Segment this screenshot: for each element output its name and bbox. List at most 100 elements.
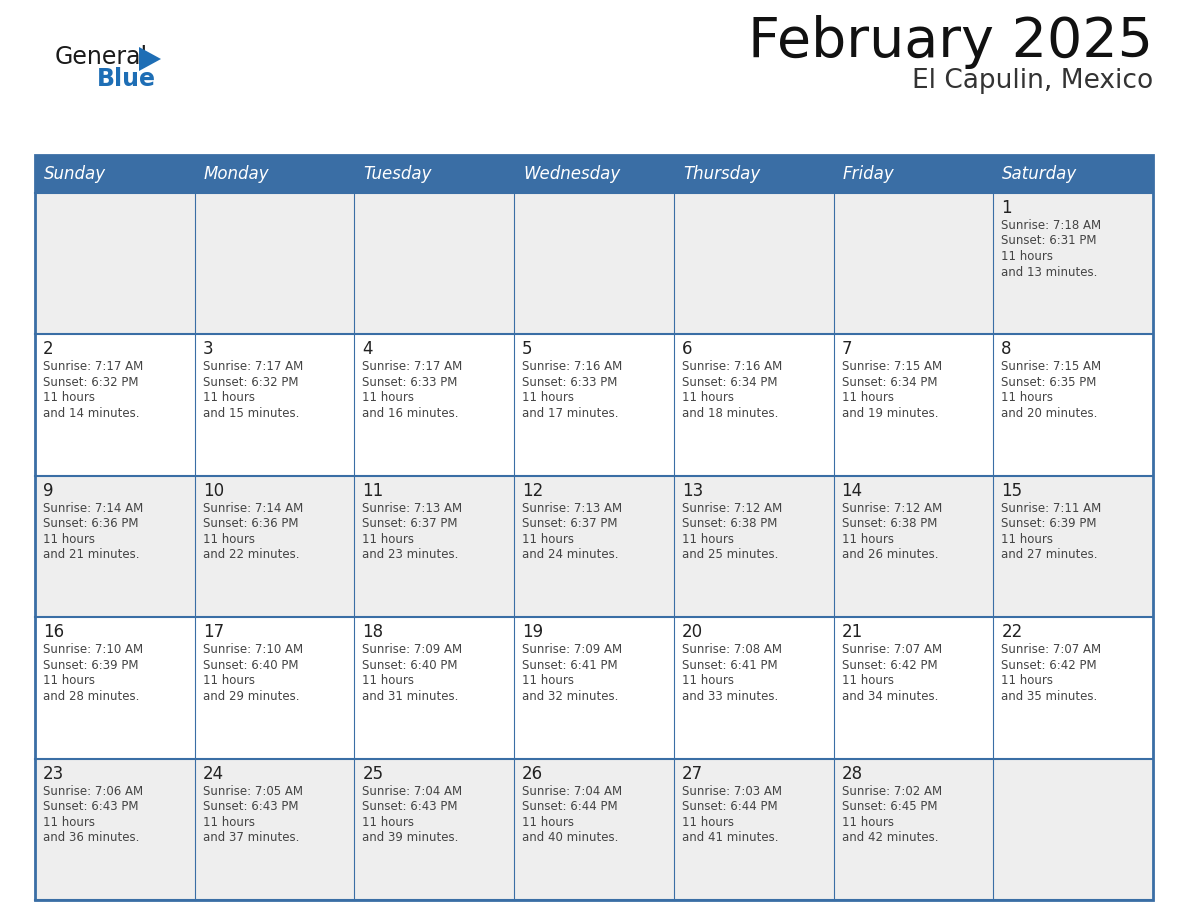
Text: Sunset: 6:39 PM: Sunset: 6:39 PM (43, 659, 139, 672)
Text: Sunset: 6:45 PM: Sunset: 6:45 PM (841, 800, 937, 813)
Text: Sunrise: 7:16 AM: Sunrise: 7:16 AM (523, 361, 623, 374)
Text: Sunrise: 7:06 AM: Sunrise: 7:06 AM (43, 785, 143, 798)
Text: and 36 minutes.: and 36 minutes. (43, 831, 139, 844)
Bar (195, 334, 354, 476)
Text: Sunset: 6:40 PM: Sunset: 6:40 PM (203, 659, 298, 672)
Bar (993, 476, 1154, 617)
Text: Sunrise: 7:13 AM: Sunrise: 7:13 AM (523, 502, 623, 515)
Text: Sunrise: 7:14 AM: Sunrise: 7:14 AM (203, 502, 303, 515)
Text: Sunrise: 7:05 AM: Sunrise: 7:05 AM (203, 785, 303, 798)
Text: Sunset: 6:34 PM: Sunset: 6:34 PM (682, 375, 777, 389)
Text: and 32 minutes.: and 32 minutes. (523, 689, 619, 702)
Text: 9: 9 (43, 482, 53, 499)
Text: and 15 minutes.: and 15 minutes. (203, 407, 299, 420)
Text: 18: 18 (362, 623, 384, 641)
Text: and 25 minutes.: and 25 minutes. (682, 548, 778, 561)
Text: 7: 7 (841, 341, 852, 358)
Text: and 14 minutes.: and 14 minutes. (43, 407, 139, 420)
Text: 11 hours: 11 hours (841, 391, 893, 405)
Text: General: General (55, 45, 148, 69)
Text: 15: 15 (1001, 482, 1023, 499)
Text: Sunrise: 7:13 AM: Sunrise: 7:13 AM (362, 502, 462, 515)
Bar (993, 334, 1154, 476)
Text: Sunset: 6:36 PM: Sunset: 6:36 PM (43, 518, 139, 531)
Text: and 18 minutes.: and 18 minutes. (682, 407, 778, 420)
Text: 11 hours: 11 hours (682, 815, 734, 829)
Text: Sunrise: 7:09 AM: Sunrise: 7:09 AM (523, 644, 623, 656)
Bar (34, 334, 195, 476)
Bar (514, 334, 674, 476)
Text: Monday: Monday (203, 165, 270, 183)
Text: and 13 minutes.: and 13 minutes. (1001, 265, 1098, 278)
Text: 16: 16 (43, 623, 64, 641)
Text: and 33 minutes.: and 33 minutes. (682, 689, 778, 702)
Bar (834, 193, 993, 334)
Text: and 31 minutes.: and 31 minutes. (362, 689, 459, 702)
Text: Thursday: Thursday (683, 165, 760, 183)
Bar (514, 476, 674, 617)
Text: and 23 minutes.: and 23 minutes. (362, 548, 459, 561)
Bar (34, 155, 1154, 900)
Text: Sunrise: 7:07 AM: Sunrise: 7:07 AM (1001, 644, 1101, 656)
Text: Sunrise: 7:12 AM: Sunrise: 7:12 AM (841, 502, 942, 515)
Text: and 37 minutes.: and 37 minutes. (203, 831, 299, 844)
Text: 11 hours: 11 hours (841, 532, 893, 546)
Text: Sunset: 6:37 PM: Sunset: 6:37 PM (523, 518, 618, 531)
Text: Saturday: Saturday (1003, 165, 1078, 183)
Bar (354, 617, 514, 758)
Text: Sunrise: 7:16 AM: Sunrise: 7:16 AM (682, 361, 782, 374)
Text: Blue: Blue (97, 67, 156, 91)
Text: Sunrise: 7:08 AM: Sunrise: 7:08 AM (682, 644, 782, 656)
Text: 11 hours: 11 hours (1001, 391, 1054, 405)
Bar (834, 476, 993, 617)
Text: Sunset: 6:35 PM: Sunset: 6:35 PM (1001, 375, 1097, 389)
Text: Sunrise: 7:10 AM: Sunrise: 7:10 AM (43, 644, 143, 656)
Text: Sunset: 6:40 PM: Sunset: 6:40 PM (362, 659, 457, 672)
Text: 3: 3 (203, 341, 214, 358)
Text: Sunset: 6:43 PM: Sunset: 6:43 PM (362, 800, 457, 813)
Bar (993, 617, 1154, 758)
Text: Sunrise: 7:12 AM: Sunrise: 7:12 AM (682, 502, 782, 515)
Text: Sunset: 6:44 PM: Sunset: 6:44 PM (682, 800, 777, 813)
Text: Sunset: 6:32 PM: Sunset: 6:32 PM (43, 375, 139, 389)
Text: 26: 26 (523, 765, 543, 783)
Text: Sunrise: 7:18 AM: Sunrise: 7:18 AM (1001, 219, 1101, 232)
Text: 24: 24 (203, 765, 223, 783)
Text: Sunset: 6:31 PM: Sunset: 6:31 PM (1001, 234, 1097, 248)
Text: and 21 minutes.: and 21 minutes. (43, 548, 139, 561)
Text: and 19 minutes.: and 19 minutes. (841, 407, 939, 420)
Text: and 42 minutes.: and 42 minutes. (841, 831, 939, 844)
Text: 21: 21 (841, 623, 862, 641)
Text: 11 hours: 11 hours (43, 815, 95, 829)
Text: 11 hours: 11 hours (1001, 532, 1054, 546)
Text: Sunset: 6:36 PM: Sunset: 6:36 PM (203, 518, 298, 531)
Text: Tuesday: Tuesday (364, 165, 432, 183)
Bar (34, 617, 195, 758)
Text: 12: 12 (523, 482, 543, 499)
Text: Sunrise: 7:04 AM: Sunrise: 7:04 AM (362, 785, 462, 798)
Text: 10: 10 (203, 482, 223, 499)
Text: and 29 minutes.: and 29 minutes. (203, 689, 299, 702)
Bar (514, 758, 674, 900)
Text: 27: 27 (682, 765, 703, 783)
Text: El Capulin, Mexico: El Capulin, Mexico (911, 68, 1154, 94)
Bar (993, 758, 1154, 900)
Text: 23: 23 (43, 765, 64, 783)
Text: Sunset: 6:39 PM: Sunset: 6:39 PM (1001, 518, 1097, 531)
Text: 22: 22 (1001, 623, 1023, 641)
Text: Sunrise: 7:09 AM: Sunrise: 7:09 AM (362, 644, 462, 656)
Text: 11 hours: 11 hours (203, 532, 254, 546)
Text: and 35 minutes.: and 35 minutes. (1001, 689, 1098, 702)
Text: and 26 minutes.: and 26 minutes. (841, 548, 939, 561)
Bar (674, 758, 834, 900)
Text: and 34 minutes.: and 34 minutes. (841, 689, 939, 702)
Text: Sunset: 6:32 PM: Sunset: 6:32 PM (203, 375, 298, 389)
Bar (674, 476, 834, 617)
Text: 11 hours: 11 hours (203, 674, 254, 688)
Text: 11 hours: 11 hours (362, 532, 415, 546)
Text: 11 hours: 11 hours (1001, 674, 1054, 688)
Bar (195, 476, 354, 617)
Text: Sunset: 6:33 PM: Sunset: 6:33 PM (362, 375, 457, 389)
Bar (354, 758, 514, 900)
Text: 11 hours: 11 hours (841, 674, 893, 688)
